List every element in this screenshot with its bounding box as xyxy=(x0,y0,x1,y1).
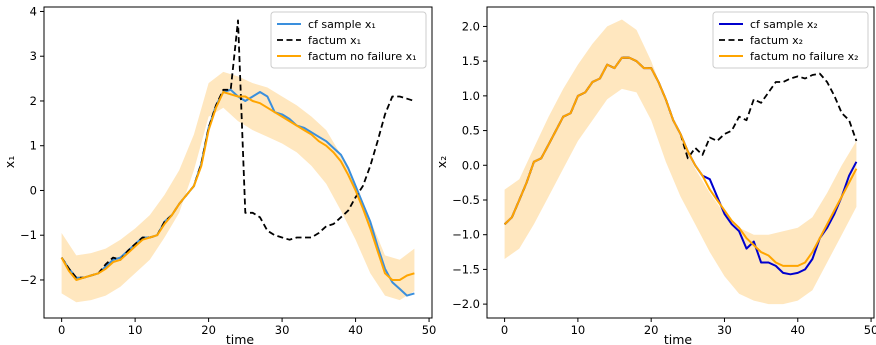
legend-label: cf sample x₂ xyxy=(750,18,818,31)
y-tick-label: −1 xyxy=(20,228,37,242)
panel-x2: time x₂ 0 10 20 30 40 50 −2.0 −1.5 −1.0 −0.5 0.0 0.… xyxy=(434,6,876,345)
legend-label: cf sample x₁ xyxy=(308,18,376,31)
legend-label: factum no failure x₂ xyxy=(750,50,859,63)
x-axis-label: time xyxy=(226,332,255,345)
series-line-2 xyxy=(60,91,415,281)
y-axis-label: x₁ xyxy=(2,156,17,168)
legend xyxy=(270,11,427,69)
x-tick-label: 30 xyxy=(717,323,732,337)
y-tick-label: 4 xyxy=(30,4,37,18)
y-tick-label: 3 xyxy=(30,49,37,63)
x-tick-label: 30 xyxy=(275,323,290,337)
x-tick-label: 20 xyxy=(644,323,659,337)
y-tick-label: 1.0 xyxy=(462,89,480,103)
y-axis-label: x₂ xyxy=(434,156,449,168)
y-tick-label: −2 xyxy=(20,273,37,287)
x-tick-label: 0 xyxy=(501,323,508,337)
plot-frame xyxy=(43,6,433,319)
y-tick-label: 1 xyxy=(30,139,37,153)
x-tick-label: 50 xyxy=(422,323,437,337)
legend xyxy=(712,11,869,69)
y-tick-label: −1.5 xyxy=(452,262,480,276)
legend-label: factum no failure x₁ xyxy=(308,50,417,63)
y-tick-label: −1.0 xyxy=(452,228,480,242)
x-tick-label: 50 xyxy=(864,323,876,337)
x-tick-label: 20 xyxy=(201,323,216,337)
legend-label: factum x₂ xyxy=(750,34,803,47)
confidence-band xyxy=(504,19,857,305)
y-tick-label: −0.5 xyxy=(452,193,480,207)
x-tick-label: 0 xyxy=(58,323,65,337)
x-tick-label: 40 xyxy=(790,323,805,337)
y-tick-label: 1.5 xyxy=(462,54,480,68)
x-tick-label: 10 xyxy=(128,323,143,337)
x-tick-label: 10 xyxy=(571,323,586,337)
panel-x1: time x₁ 0 10 20 30 40 50 −2 −1 0 1 2 3 4 cf sample x₁… xyxy=(2,4,436,345)
y-tick-label: 2.0 xyxy=(462,19,480,33)
confidence-band xyxy=(61,71,415,303)
plot-frame xyxy=(486,6,875,319)
x-axis-label: time xyxy=(664,332,693,345)
y-tick-label: 0 xyxy=(30,183,37,197)
series-line-2 xyxy=(503,56,858,267)
y-tick-label: 0.5 xyxy=(462,124,480,138)
y-tick-label: 2 xyxy=(30,94,37,108)
x-tick-label: 40 xyxy=(348,323,363,337)
y-tick-label: −2.0 xyxy=(452,297,480,311)
legend-label: factum x₁ xyxy=(308,34,361,47)
y-tick-label: 0.0 xyxy=(462,158,480,172)
